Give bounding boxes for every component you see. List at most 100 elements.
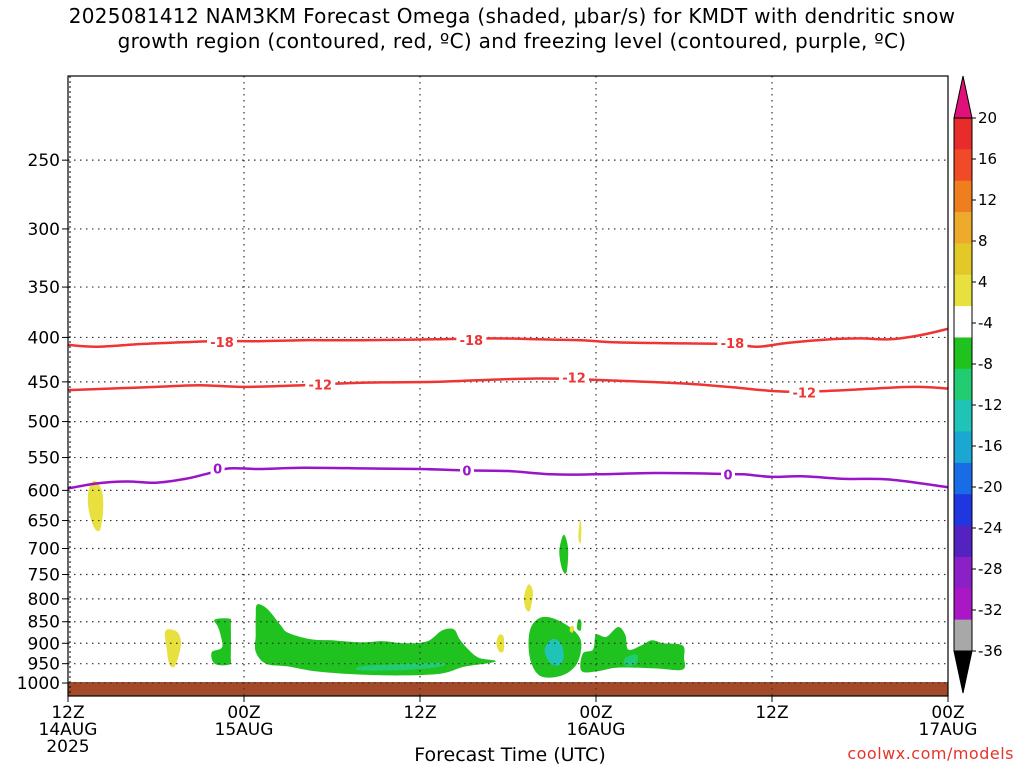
contour-label-bg-0-0 — [207, 334, 237, 351]
ytick-label-600: 600 — [28, 481, 60, 501]
contour-label-bg-1-2 — [789, 384, 820, 401]
ytick-label-300: 300 — [28, 220, 60, 240]
colorbar-bin-3 — [954, 212, 972, 244]
axes: 2503003504004505005506006507007508008509… — [17, 75, 978, 757]
xtick-label-3-1: 16AUG — [567, 720, 626, 740]
ytick-label-800: 800 — [28, 590, 60, 610]
ytick-label-700: 700 — [28, 539, 60, 559]
colorbar-bin-8 — [954, 368, 972, 401]
omega-region-6 — [523, 584, 533, 612]
xtick-label-5-0: 00Z — [931, 703, 964, 723]
omega-region-1 — [164, 629, 182, 668]
xtick-label-0-2: 2025 — [46, 737, 89, 757]
colorbar-bin-5 — [954, 274, 972, 307]
contour-label-0-0: -18 — [210, 336, 234, 351]
ytick-label-850: 850 — [28, 613, 60, 633]
plot-frame — [67, 75, 949, 697]
omega-region-0 — [87, 480, 104, 532]
colorbar-bin-6 — [954, 306, 972, 338]
colorbar-label-13: -36 — [978, 642, 1003, 660]
colorbar-bin-2 — [954, 180, 972, 213]
colorbar-bin-0 — [954, 118, 972, 150]
omega-region-12 — [569, 625, 575, 633]
contour-label-0-1: -18 — [460, 334, 484, 349]
contour-label-bg-2-2 — [721, 466, 735, 483]
colorbar-top-arrow — [953, 75, 973, 119]
contour-label-2-2: 0 — [723, 468, 732, 483]
colorbar-bin-13 — [954, 525, 972, 558]
surface-fill — [68, 682, 948, 696]
contour-label-bg-0-1 — [456, 332, 487, 349]
colorbar-bin-7 — [954, 337, 972, 370]
contour-line-1 — [67, 377, 949, 394]
colorbar-bin-12 — [954, 494, 972, 527]
contour-label-bg-2-0 — [210, 460, 225, 477]
colorbar-label-6: -8 — [978, 355, 993, 373]
colorbar-frame — [953, 117, 973, 652]
colorbar-bottom-arrow — [953, 650, 973, 694]
colorbar-bin-1 — [954, 149, 972, 182]
grid-lines — [68, 76, 948, 696]
colorbar-label-12: -32 — [978, 601, 1003, 619]
colorbar-label-1: 16 — [978, 150, 997, 168]
title-line-1: 2025081412 NAM3KM Forecast Omega (shaded… — [68, 4, 956, 28]
ytick-label-500: 500 — [28, 413, 60, 433]
contour-label-bg-1-0 — [305, 376, 336, 393]
ytick-label-350: 350 — [28, 278, 60, 298]
xtick-label-1-0: 00Z — [227, 703, 260, 723]
xtick-label-4-0: 12Z — [755, 703, 788, 723]
colorbar-label-2: 12 — [978, 191, 997, 209]
contour-label-bg-2-1 — [459, 462, 474, 479]
colorbar-bin-9 — [954, 400, 972, 433]
colorbar-bin-14 — [954, 556, 972, 589]
title-line-2: growth region (contoured, red, ºC) and f… — [117, 29, 907, 53]
colorbar-bin-15 — [954, 588, 972, 621]
ytick-label-900: 900 — [28, 634, 60, 654]
ytick-label-250: 250 — [28, 151, 60, 171]
colorbar-label-0: 20 — [978, 109, 997, 127]
omega-region-2 — [211, 618, 231, 666]
colorbar-label-9: -20 — [978, 478, 1003, 496]
omega-region-3 — [254, 604, 496, 676]
xtick-label-1-1: 15AUG — [215, 720, 274, 740]
ytick-label-650: 650 — [28, 512, 60, 532]
colorbar-bin-10 — [954, 431, 972, 464]
colorbar-label-5: -4 — [978, 314, 993, 332]
xtick-label-0-0: 12Z — [51, 703, 84, 723]
contour-label-bg-1-1 — [559, 369, 589, 386]
ytick-label-400: 400 — [28, 328, 60, 348]
ytick-label-550: 550 — [28, 449, 60, 469]
ground-surface — [68, 682, 948, 696]
omega-region-13 — [580, 626, 686, 673]
contour-label-0-2: -18 — [721, 337, 745, 352]
omega-region-4 — [355, 662, 446, 671]
omega-region-10 — [578, 520, 582, 544]
colorbar-bin-11 — [954, 462, 972, 495]
xtick-label-3-0: 00Z — [579, 703, 612, 723]
chart-title: 2025081412 NAM3KM Forecast Omega (shaded… — [0, 4, 1024, 54]
contour-label-bg-0-2 — [717, 335, 748, 352]
xtick-label-5-1: 17AUG — [919, 720, 978, 740]
omega-region-8 — [544, 638, 564, 666]
ytick-label-450: 450 — [28, 373, 60, 393]
contour-label-1-2: -12 — [793, 387, 817, 402]
colorbar-bin-4 — [954, 243, 972, 276]
colorbar-label-3: 8 — [978, 232, 988, 250]
colorbar-label-10: -24 — [978, 519, 1003, 537]
colorbar-label-4: 4 — [978, 273, 988, 291]
x-axis-label: Forecast Time (UTC) — [414, 744, 606, 766]
colorbar-bin-16 — [954, 619, 972, 652]
contour-label-1-1: -12 — [562, 372, 586, 387]
xtick-label-2-0: 12Z — [403, 703, 436, 723]
contour-label-2-1: 0 — [462, 464, 471, 479]
ytick-label-750: 750 — [28, 566, 60, 586]
xtick-label-0-1: 14AUG — [39, 720, 98, 740]
contour-label-1-0: -12 — [309, 378, 333, 393]
colorbar-label-11: -28 — [978, 560, 1003, 578]
contour-line-0 — [67, 327, 949, 348]
omega-region-9 — [559, 534, 569, 574]
colorbar-label-8: -16 — [978, 437, 1003, 455]
site-credit[interactable]: coolwx.com/models — [847, 744, 1014, 763]
ytick-label-950: 950 — [28, 655, 60, 675]
